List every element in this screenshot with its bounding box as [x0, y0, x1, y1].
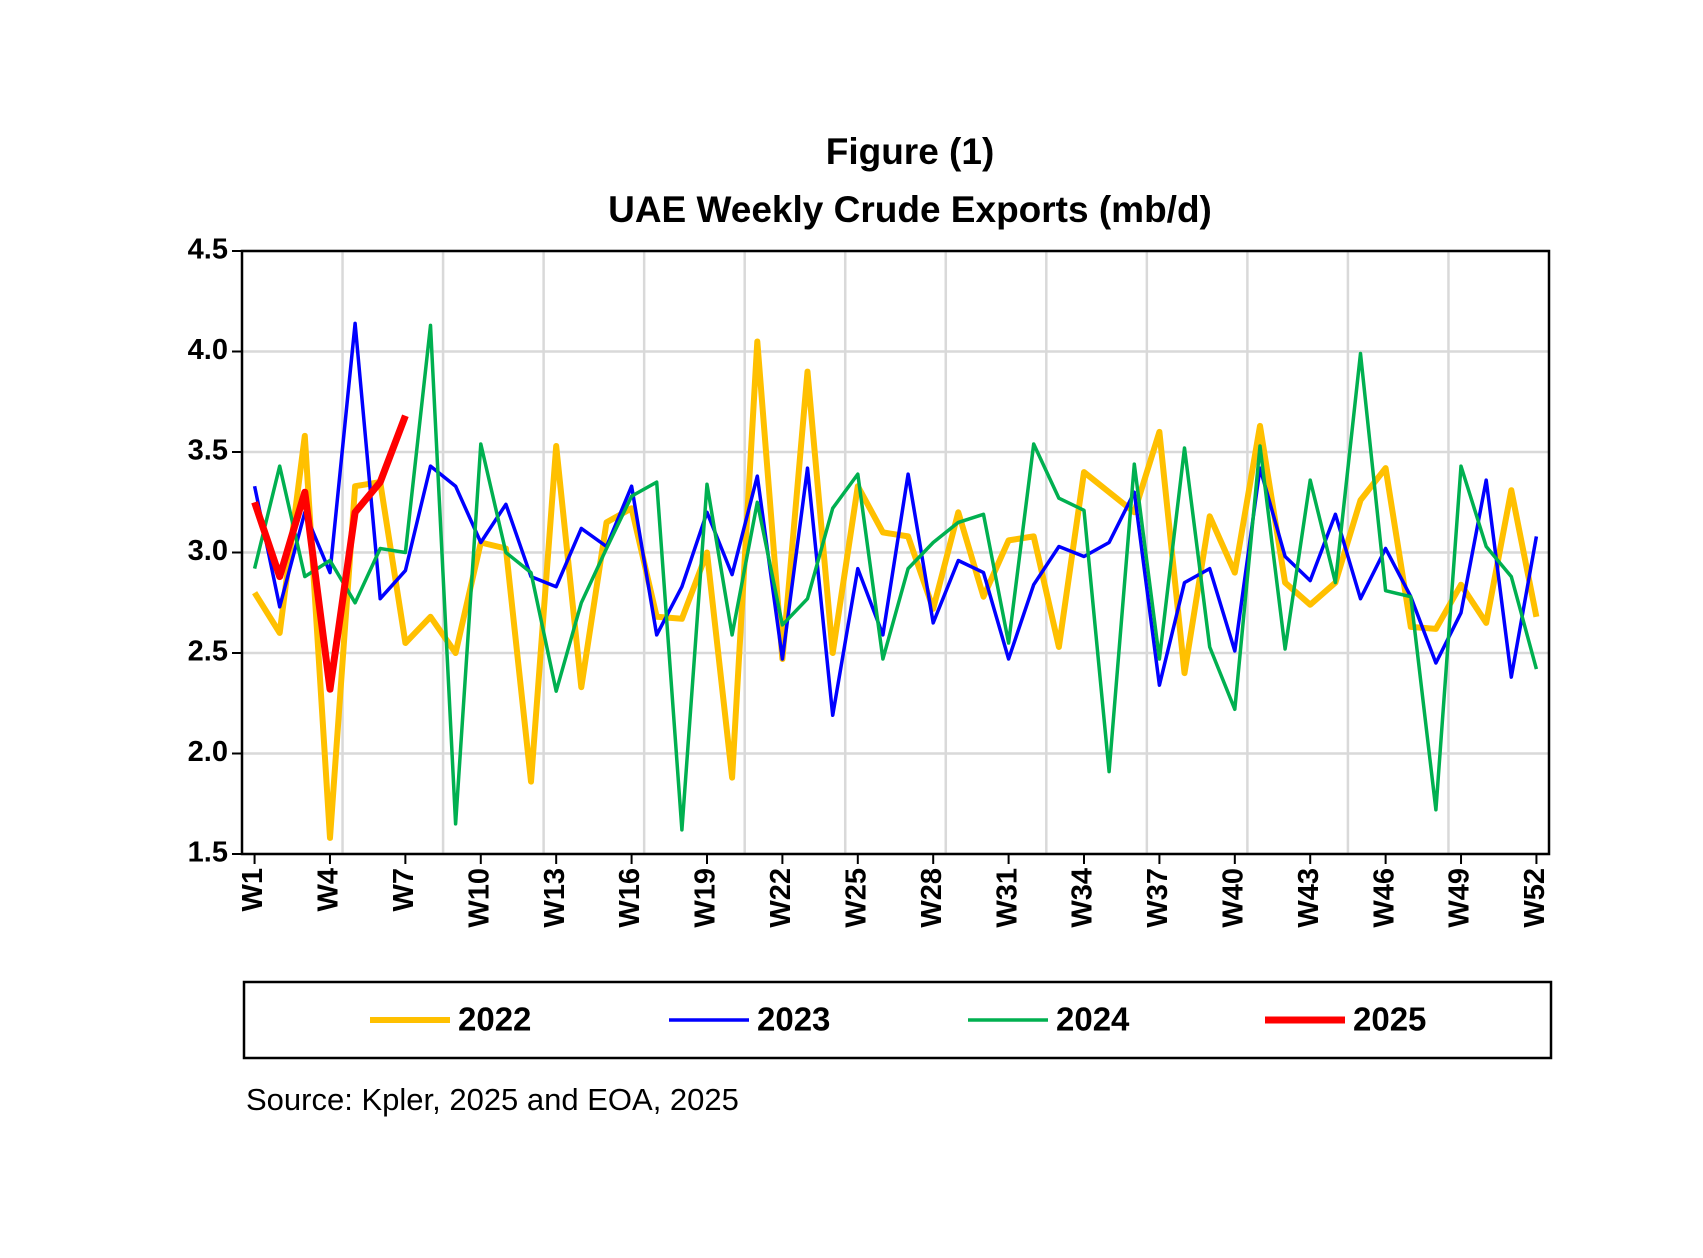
source-note: Source: Kpler, 2025 and EOA, 2025	[246, 1082, 739, 1117]
x-tick-label: W4	[313, 868, 345, 912]
x-tick-label: W37	[1142, 868, 1174, 928]
x-tick-label: W52	[1519, 868, 1551, 928]
x-tick-label: W40	[1217, 868, 1249, 928]
plot-border	[240, 249, 1551, 856]
y-tick-label: 3.5	[188, 435, 228, 467]
x-tick-label: W28	[916, 868, 948, 928]
x-tick-label: W7	[388, 868, 420, 912]
legend-label: 2022	[458, 1001, 531, 1038]
x-tick-label: W1	[237, 868, 269, 912]
x-tick-label: W16	[614, 868, 646, 928]
series-line	[252, 323, 1539, 832]
x-tick-label: W46	[1368, 868, 1400, 928]
legend-label: 2025	[1353, 1001, 1426, 1038]
x-tick-label: W19	[690, 868, 722, 928]
y-tick-label: 2.0	[188, 736, 228, 768]
x-tick-label: W13	[539, 868, 571, 928]
series-line	[251, 414, 409, 693]
x-tick-label: W34	[1067, 868, 1099, 928]
y-tick-label: 3.0	[188, 535, 228, 567]
chart-title: Figure (1)	[826, 131, 995, 172]
y-tick-label: 2.5	[188, 636, 228, 668]
y-tick-label: 1.5	[188, 837, 228, 869]
x-tick-label: W22	[765, 868, 797, 928]
x-tick-label: W25	[840, 868, 872, 928]
x-tick-label: W10	[463, 868, 495, 928]
x-tick-label: W43	[1293, 868, 1325, 928]
series-line	[252, 321, 1539, 718]
series-line	[252, 338, 1540, 841]
chart-subtitle: UAE Weekly Crude Exports (mb/d)	[608, 189, 1212, 230]
y-tick-label: 4.5	[188, 234, 228, 266]
x-tick-label: W31	[991, 868, 1023, 928]
y-tick-label: 4.0	[188, 334, 228, 366]
x-tick-label: W49	[1444, 868, 1476, 928]
legend-label: 2024	[1056, 1001, 1130, 1038]
legend-label: 2023	[757, 1001, 830, 1038]
